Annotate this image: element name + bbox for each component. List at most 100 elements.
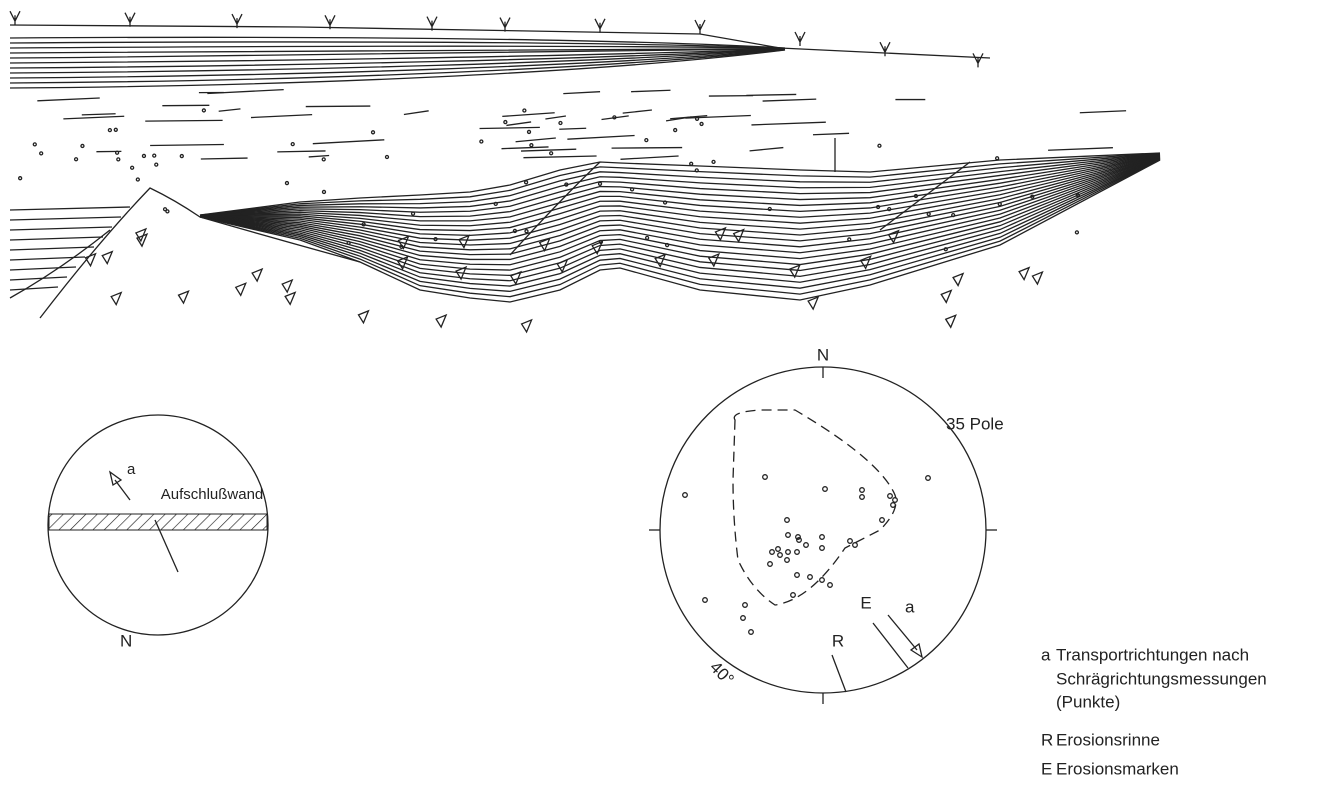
wall-label: Aufschlußwand xyxy=(161,486,264,503)
net-circle xyxy=(660,367,986,693)
pebble xyxy=(322,190,325,193)
left-layer xyxy=(10,287,58,290)
pebble xyxy=(347,241,350,244)
pebble xyxy=(480,140,483,143)
pole-point xyxy=(795,550,800,555)
pebble xyxy=(674,129,677,132)
left-layer xyxy=(10,277,67,280)
dash xyxy=(313,140,385,144)
cross-bed xyxy=(200,156,1160,236)
pebble xyxy=(528,130,531,133)
pebble xyxy=(690,162,693,165)
dash xyxy=(502,113,554,117)
a-label: a xyxy=(905,597,915,616)
dash xyxy=(763,99,817,101)
pole-point xyxy=(820,546,825,551)
pebble xyxy=(81,144,84,147)
profile xyxy=(10,11,1160,332)
dash xyxy=(150,144,224,145)
north-label: N xyxy=(120,631,132,650)
left-layer xyxy=(10,237,103,240)
grass-symbol xyxy=(795,32,805,46)
pebble xyxy=(664,201,667,204)
e-label: E xyxy=(860,593,871,612)
pebble xyxy=(666,244,669,247)
pole-point xyxy=(860,488,865,493)
pole-point xyxy=(763,475,768,480)
left-layer xyxy=(10,227,112,230)
pole-point xyxy=(778,553,783,558)
pole-point xyxy=(823,487,828,492)
dash xyxy=(506,122,531,126)
left-layer xyxy=(10,217,121,220)
pebble xyxy=(550,152,553,155)
north-label: N xyxy=(817,345,829,364)
dash xyxy=(82,114,116,115)
pebble xyxy=(878,144,881,147)
pebble xyxy=(996,157,999,160)
breccia-clast xyxy=(358,311,368,323)
pole-point xyxy=(820,578,825,583)
pebble xyxy=(599,182,602,185)
e-line xyxy=(873,623,908,668)
breccia-clast xyxy=(111,293,121,305)
pebble xyxy=(372,131,375,134)
dash xyxy=(309,156,329,157)
pebble xyxy=(712,160,715,163)
breccia-clast xyxy=(459,236,469,248)
pebble xyxy=(75,158,78,161)
pebble xyxy=(696,117,699,120)
dash xyxy=(620,156,678,159)
breccia-clast xyxy=(285,292,295,304)
dash xyxy=(521,149,576,151)
pebble xyxy=(645,139,648,142)
breccia-clast xyxy=(946,315,956,327)
a-arrow xyxy=(888,615,917,650)
pebble xyxy=(530,144,533,147)
legend-text: Erosionsrinne xyxy=(1056,730,1160,749)
pebble xyxy=(646,236,649,239)
grass-symbol xyxy=(10,11,20,25)
pole-point xyxy=(848,539,853,544)
arrowhead xyxy=(110,472,121,485)
pole-point xyxy=(791,593,796,598)
pole-point xyxy=(828,583,833,588)
pebble xyxy=(631,188,634,191)
pebble xyxy=(114,128,117,131)
pebble xyxy=(1075,231,1078,234)
pebble xyxy=(494,202,497,205)
pebble xyxy=(848,238,851,241)
grass-symbol xyxy=(125,13,135,27)
pebble xyxy=(322,158,325,161)
legend-key: E xyxy=(1041,759,1052,778)
pole-point xyxy=(741,616,746,621)
pebble xyxy=(927,213,930,216)
pole-point xyxy=(880,518,885,523)
breccia-clast xyxy=(953,274,963,286)
ground-surface xyxy=(10,25,990,58)
page: a Aufschlußwand N N 35 Pole 40° R E a a … xyxy=(0,0,1343,791)
r-line xyxy=(832,655,846,692)
breccia-clast xyxy=(102,252,112,264)
pebble xyxy=(695,169,698,172)
pebble xyxy=(202,109,205,112)
pebble xyxy=(33,143,36,146)
dash xyxy=(523,156,596,158)
dash xyxy=(813,133,849,134)
dash xyxy=(746,94,796,95)
dash xyxy=(480,127,540,128)
pebble xyxy=(559,122,562,125)
count-label: 35 Pole xyxy=(946,414,1004,433)
pole-point xyxy=(853,543,858,548)
dash xyxy=(201,158,248,159)
pole-point xyxy=(785,558,790,563)
grass-symbol xyxy=(880,42,890,56)
dash xyxy=(219,109,241,111)
pebble xyxy=(153,154,156,157)
breccia-clast xyxy=(861,256,871,268)
breccia-clast xyxy=(252,269,262,281)
pebble xyxy=(952,214,955,217)
pebble xyxy=(525,230,528,233)
dash xyxy=(567,136,634,140)
pebble xyxy=(155,163,158,166)
